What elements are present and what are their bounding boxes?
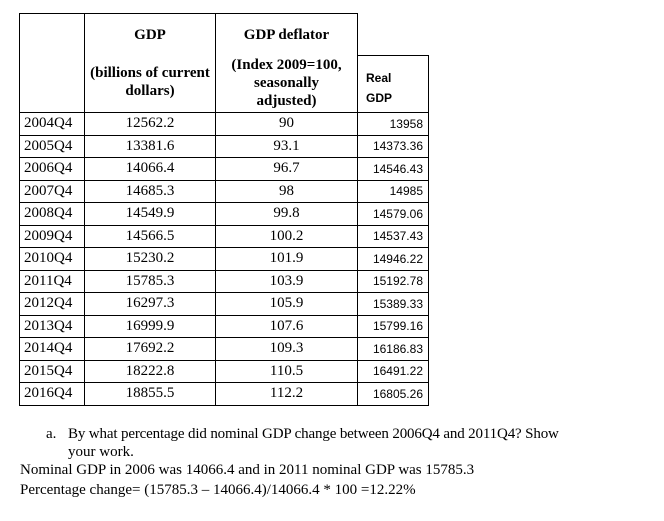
header-gdp-sub: (billions of current dollars) — [90, 65, 210, 99]
cell-nominal-gdp: 18222.8 — [84, 359, 216, 383]
header-deflator-sub: (Index 2009=100, seasonally adjusted) — [231, 57, 342, 109]
cell-real-gdp: 14537.43 — [357, 224, 429, 248]
cell-nominal-gdp: 17692.2 — [84, 337, 216, 361]
cell-quarter: 2006Q4 — [19, 157, 85, 181]
cell-deflator: 105.9 — [215, 292, 358, 316]
answer-line-1: Nominal GDP in 2006 was 14066.4 and in 2… — [20, 462, 475, 478]
cell-real-gdp: 14546.43 — [357, 157, 429, 181]
cell-quarter: 2007Q4 — [19, 179, 85, 203]
cell-quarter: 2010Q4 — [19, 247, 85, 271]
cell-nominal-gdp: 14566.5 — [84, 224, 216, 248]
cell-deflator: 99.8 — [215, 202, 358, 226]
header-gdp: GDP (billions of current dollars) — [84, 13, 216, 113]
header-deflator-title: GDP deflator — [243, 27, 330, 43]
cell-quarter: 2013Q4 — [19, 314, 85, 338]
cell-nominal-gdp: 14685.3 — [84, 179, 216, 203]
cell-real-gdp: 16805.26 — [357, 382, 429, 406]
header-real-gdp-label: Real GDP — [366, 71, 393, 105]
cell-nominal-gdp: 18855.5 — [84, 382, 216, 406]
cell-nominal-gdp: 14549.9 — [84, 202, 216, 226]
answer-line-2: Percentage change= (15785.3 – 14066.4)/1… — [20, 482, 416, 498]
cell-quarter: 2005Q4 — [19, 134, 85, 158]
cell-real-gdp: 16186.83 — [357, 337, 429, 361]
cell-deflator: 110.5 — [215, 359, 358, 383]
cell-deflator: 100.2 — [215, 224, 358, 248]
cell-real-gdp: 13958 — [357, 112, 429, 136]
header-gdp-title: GDP — [134, 27, 166, 43]
cell-quarter: 2016Q4 — [19, 382, 85, 406]
question-line-1: By what percentage did nominal GDP chang… — [68, 426, 559, 442]
cell-deflator: 93.1 — [215, 134, 358, 158]
cell-nominal-gdp: 12562.2 — [84, 112, 216, 136]
cell-quarter: 2011Q4 — [19, 269, 85, 293]
cell-deflator: 103.9 — [215, 269, 358, 293]
cell-real-gdp: 15192.78 — [357, 269, 429, 293]
cell-real-gdp: 14373.36 — [357, 134, 429, 158]
cell-nominal-gdp: 15230.2 — [84, 247, 216, 271]
cell-real-gdp: 15799.16 — [357, 314, 429, 338]
cell-nominal-gdp: 16999.9 — [84, 314, 216, 338]
header-blank — [19, 13, 85, 113]
cell-nominal-gdp: 14066.4 — [84, 157, 216, 181]
header-deflator: GDP deflator (Index 2009=100, seasonally… — [215, 13, 358, 113]
cell-quarter: 2008Q4 — [19, 202, 85, 226]
cell-real-gdp: 14579.06 — [357, 202, 429, 226]
cell-deflator: 98 — [215, 179, 358, 203]
question-marker: a. — [46, 426, 57, 442]
cell-real-gdp: 14946.22 — [357, 247, 429, 271]
cell-deflator: 112.2 — [215, 382, 358, 406]
cell-deflator: 96.7 — [215, 157, 358, 181]
cell-quarter: 2014Q4 — [19, 337, 85, 361]
cell-quarter: 2004Q4 — [19, 112, 85, 136]
cell-deflator: 107.6 — [215, 314, 358, 338]
question-line-2: your work. — [68, 444, 134, 460]
cell-quarter: 2009Q4 — [19, 224, 85, 248]
cell-real-gdp: 15389.33 — [357, 292, 429, 316]
cell-deflator: 101.9 — [215, 247, 358, 271]
header-real-gdp: Real GDP — [357, 55, 429, 113]
cell-quarter: 2015Q4 — [19, 359, 85, 383]
cell-quarter: 2012Q4 — [19, 292, 85, 316]
cell-real-gdp: 14985 — [357, 179, 429, 203]
cell-deflator: 109.3 — [215, 337, 358, 361]
cell-real-gdp: 16491.22 — [357, 359, 429, 383]
cell-nominal-gdp: 15785.3 — [84, 269, 216, 293]
cell-nominal-gdp: 16297.3 — [84, 292, 216, 316]
cell-deflator: 90 — [215, 112, 358, 136]
cell-nominal-gdp: 13381.6 — [84, 134, 216, 158]
